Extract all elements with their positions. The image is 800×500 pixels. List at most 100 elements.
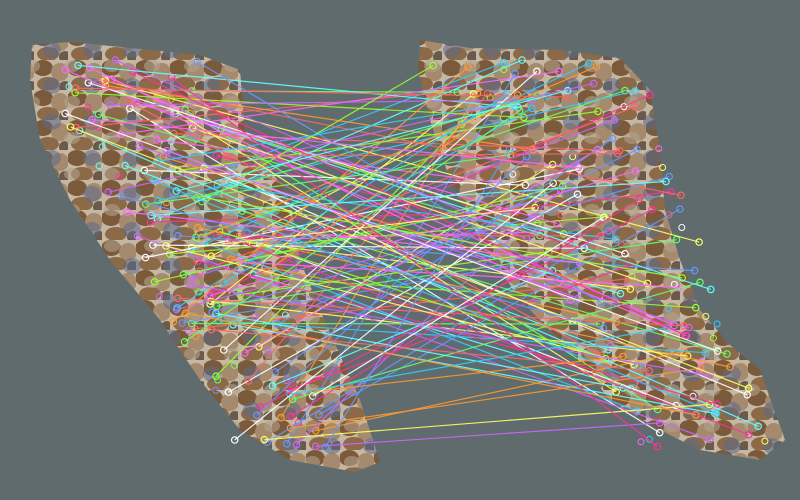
- keypoint-circle: [604, 227, 613, 235]
- keypoint-circle: [277, 413, 285, 422]
- keypoint-circle: [643, 279, 652, 288]
- match-line: [211, 329, 650, 372]
- match-line: [215, 312, 624, 389]
- keypoint-circle: [224, 388, 233, 396]
- keypoint-circle: [212, 386, 220, 394]
- keypoint-circle: [705, 435, 714, 444]
- match-line: [228, 193, 578, 393]
- keypoint-circle: [162, 242, 170, 250]
- match-line: [135, 102, 558, 225]
- match-line: [157, 59, 523, 220]
- keypoint-circle: [256, 403, 265, 411]
- match-line: [127, 100, 602, 356]
- keypoint-circle: [585, 59, 593, 68]
- keypoint-circle: [219, 278, 228, 287]
- keypoint-circle: [608, 134, 617, 143]
- keypoint-circle: [473, 89, 482, 98]
- match-line: [175, 110, 617, 393]
- match-line: [150, 180, 667, 216]
- keypoint-circle: [610, 116, 619, 124]
- match-line: [240, 251, 550, 296]
- keypoint-circle: [163, 146, 171, 155]
- keypoint-circle: [253, 411, 261, 420]
- keypoint-circle: [744, 430, 753, 439]
- keypoint-circle: [573, 190, 582, 199]
- match-line: [219, 230, 606, 360]
- keypoint-circle: [150, 176, 158, 185]
- keypoint-circle: [655, 145, 663, 153]
- keypoint-circle: [66, 123, 75, 131]
- match-line: [177, 297, 684, 327]
- keypoint-circle: [631, 87, 639, 95]
- keypoint-circle: [61, 109, 69, 118]
- keypoint-circle: [244, 377, 253, 385]
- match-line: [286, 73, 516, 445]
- keypoint-circle: [94, 110, 103, 119]
- keypoint-circle: [665, 211, 673, 219]
- keypoint-circle: [677, 191, 685, 200]
- match-line: [121, 195, 604, 329]
- keypoint-circle: [527, 104, 536, 113]
- match-line: [280, 92, 479, 419]
- keypoint-circle: [212, 151, 221, 160]
- keypoint-circle: [264, 346, 272, 354]
- keypoint-circle: [141, 253, 150, 262]
- match-line: [105, 80, 700, 243]
- keypoint-circle: [559, 230, 568, 238]
- keypoint-circle: [515, 106, 524, 115]
- match-line: [165, 245, 635, 366]
- keypoint-circle: [726, 363, 734, 371]
- match-line: [75, 92, 524, 118]
- match-line: [239, 261, 679, 288]
- keypoint-circle: [633, 145, 641, 154]
- keypoint-circle: [180, 337, 189, 346]
- keypoint-circle: [628, 272, 636, 280]
- match-line: [105, 85, 534, 151]
- keypoint-circle: [558, 182, 567, 191]
- keypoint-circle: [599, 324, 608, 332]
- keypoint-circle: [287, 412, 295, 421]
- match-line: [314, 355, 623, 393]
- keypoint-circle: [713, 320, 721, 328]
- match-line: [212, 175, 670, 313]
- match-line: [212, 94, 650, 295]
- keypoint-circle: [744, 384, 753, 393]
- keypoint-circle: [635, 195, 643, 204]
- keypoint-circle: [84, 103, 92, 111]
- keypoint-circle: [65, 83, 73, 91]
- match-line: [189, 62, 590, 252]
- keypoint-circle: [709, 334, 717, 342]
- match-line: [197, 260, 718, 405]
- keypoint-circle: [499, 58, 508, 67]
- match-line: [185, 312, 697, 416]
- keypoint-circle: [271, 368, 280, 376]
- match-line: [218, 320, 706, 354]
- match-line: [145, 168, 580, 259]
- keypoint-circle: [692, 411, 700, 419]
- keypoint-circle: [713, 400, 721, 408]
- match-line: [158, 95, 548, 162]
- match-line: [173, 133, 620, 152]
- match-line: [241, 210, 728, 355]
- match-line: [315, 422, 660, 447]
- match-lines: [64, 59, 759, 448]
- match-line: [171, 76, 658, 448]
- keypoint-circle: [566, 296, 575, 304]
- match-line: [312, 216, 604, 397]
- match-line: [223, 70, 538, 351]
- match-line: [315, 350, 685, 432]
- keypoint-circle: [173, 303, 182, 312]
- keypoint-circle: [154, 196, 162, 205]
- match-line: [182, 253, 575, 324]
- keypoint-circle: [150, 277, 159, 286]
- match-line: [132, 71, 686, 336]
- keypoint-circle: [314, 410, 323, 419]
- match-line: [176, 93, 508, 309]
- match-line: [289, 327, 668, 395]
- keypoint-circle: [129, 68, 137, 76]
- match-line: [192, 127, 648, 284]
- keypoint-circle: [592, 62, 601, 71]
- match-line: [176, 90, 568, 192]
- match-line: [191, 322, 600, 325]
- keypoint-circle: [193, 57, 201, 66]
